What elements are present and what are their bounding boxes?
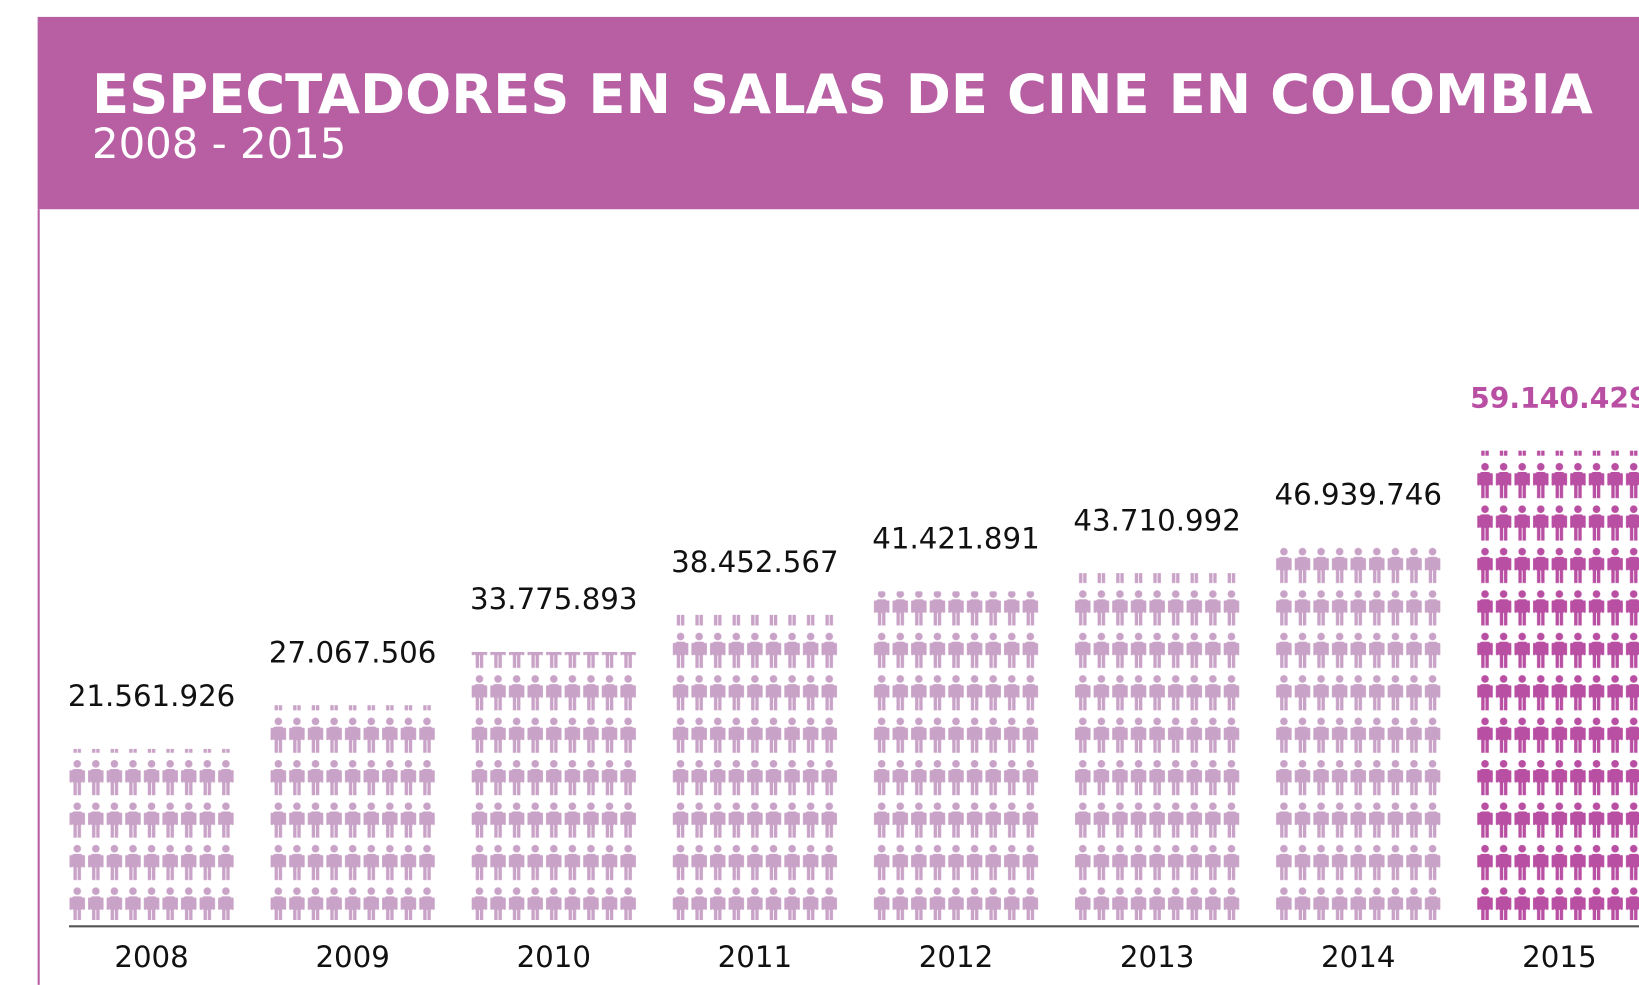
- x-tick-label: 2013: [1120, 940, 1194, 974]
- chart-subtitle: 2008 - 2015: [92, 119, 346, 168]
- value-label: 27.067.506: [269, 635, 436, 669]
- pictograph-column: [67, 748, 236, 921]
- x-tick-label: 2011: [718, 940, 792, 974]
- x-tick-label: 2008: [114, 940, 188, 974]
- value-label: 38.452.567: [671, 545, 838, 579]
- pictograph-column: [872, 591, 1040, 921]
- pictograph-column: [1073, 573, 1241, 921]
- pictograph-column: [1274, 547, 1442, 921]
- x-tick-label: 2014: [1321, 940, 1395, 974]
- value-label: 46.939.746: [1274, 478, 1441, 512]
- value-label: 41.421.891: [872, 521, 1039, 555]
- x-tick-label: 2009: [315, 940, 389, 974]
- x-tick-label: 2012: [919, 940, 993, 974]
- value-label: 21.561.926: [68, 679, 235, 713]
- value-label: 33.775.893: [470, 582, 637, 616]
- pictograph-column: [671, 614, 839, 921]
- value-label: 43.710.992: [1073, 503, 1240, 537]
- pictograph-column: [470, 651, 638, 921]
- pictograph-column: [269, 705, 437, 921]
- value-label: 59.140.429: [1470, 382, 1639, 415]
- x-tick-label: 2010: [517, 940, 591, 974]
- header-band: [37, 16, 1639, 210]
- pictograph-column: [1475, 450, 1639, 921]
- x-tick-label: 2015: [1522, 940, 1596, 974]
- chart-title: ESPECTADORES EN SALAS DE CINE EN COLOMBI…: [92, 63, 1593, 126]
